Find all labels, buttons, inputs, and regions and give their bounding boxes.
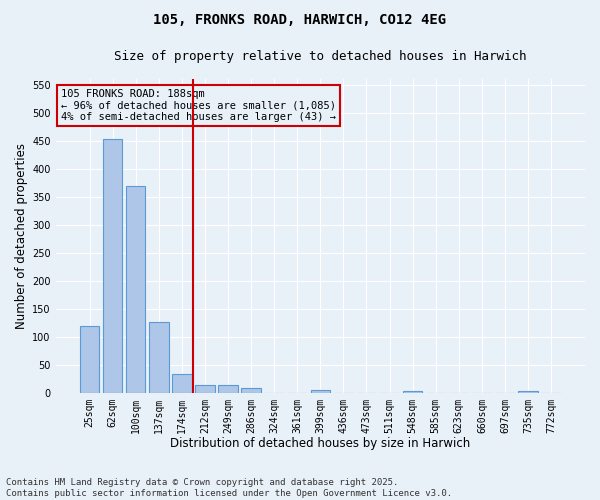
Bar [311, 390, 330, 392]
Text: Contains HM Land Registry data © Crown copyright and database right 2025.
Contai: Contains HM Land Registry data © Crown c… [6, 478, 452, 498]
Bar [172, 374, 191, 392]
Bar [126, 186, 145, 392]
Bar [403, 391, 422, 392]
Text: 105, FRONKS ROAD, HARWICH, CO12 4EG: 105, FRONKS ROAD, HARWICH, CO12 4EG [154, 12, 446, 26]
Bar [103, 140, 122, 392]
Bar [195, 386, 215, 392]
Y-axis label: Number of detached properties: Number of detached properties [15, 143, 28, 329]
Bar [241, 388, 261, 392]
Bar [149, 322, 169, 392]
Text: 105 FRONKS ROAD: 188sqm
← 96% of detached houses are smaller (1,085)
4% of semi-: 105 FRONKS ROAD: 188sqm ← 96% of detache… [61, 89, 336, 122]
Bar [518, 391, 538, 392]
Bar [218, 386, 238, 392]
Title: Size of property relative to detached houses in Harwich: Size of property relative to detached ho… [114, 50, 527, 63]
Bar [80, 326, 100, 392]
X-axis label: Distribution of detached houses by size in Harwich: Distribution of detached houses by size … [170, 437, 470, 450]
